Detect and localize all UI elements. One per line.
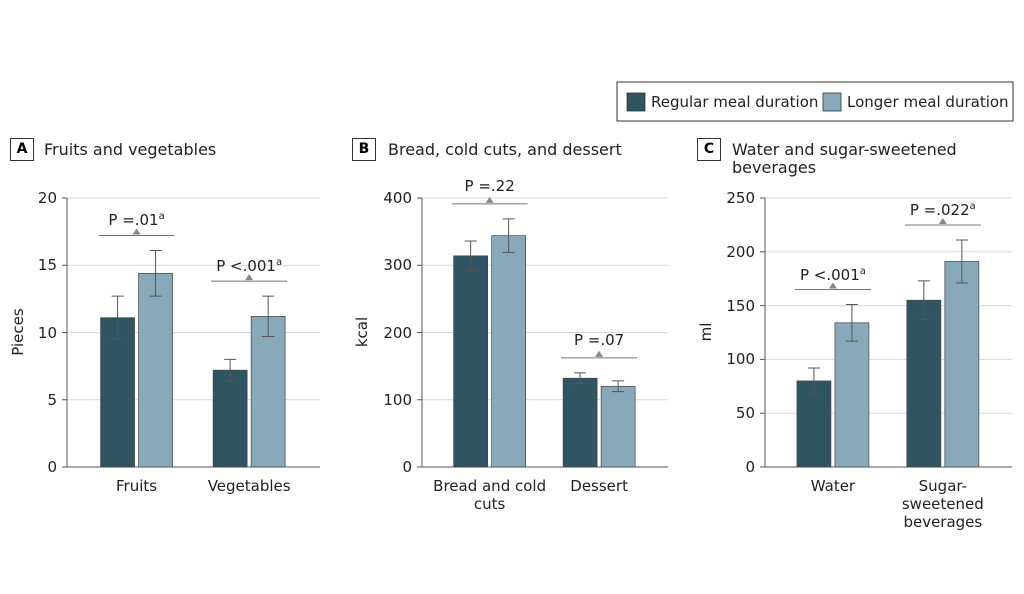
footnote-mark: a	[275, 257, 283, 269]
y-tick-label: 10	[37, 323, 57, 342]
y-tick-label: 400	[383, 189, 412, 207]
y-tick-label: 200	[726, 242, 755, 261]
legend-label: Regular meal duration	[651, 93, 819, 111]
legend-swatch	[822, 92, 842, 112]
error-bar	[149, 249, 162, 297]
annotation-marker	[938, 217, 947, 224]
bar	[600, 385, 636, 468]
bar	[100, 317, 135, 468]
annotation-marker	[245, 274, 254, 281]
y-tick-label: 100	[383, 390, 412, 409]
bar	[906, 299, 942, 468]
annotation-marker	[828, 282, 837, 289]
y-tick-label: 250	[726, 189, 755, 207]
bar	[944, 261, 980, 468]
p-value: P =.07	[573, 330, 625, 349]
panel-label: B	[352, 138, 376, 161]
legend-box	[616, 81, 1014, 122]
x-tick-label: Sugar-sweetened beverages	[901, 477, 984, 531]
panel-label: A	[10, 138, 34, 161]
error-bar	[262, 295, 275, 338]
x-tick-label: Dessert	[570, 477, 628, 495]
y-tick-label: 0	[745, 458, 755, 476]
bar	[796, 380, 832, 468]
annotation: P =.01a	[77, 208, 197, 229]
p-value: P =.022	[909, 200, 970, 219]
y-tick-label: 150	[726, 296, 755, 315]
error-bar	[845, 304, 858, 342]
panel-title: Fruits and vegetables	[44, 140, 217, 159]
y-tick-label: 50	[735, 404, 755, 423]
error-bar	[574, 372, 587, 385]
error-bar	[502, 218, 515, 253]
p-value: P =.22	[464, 176, 515, 195]
bar	[562, 377, 598, 468]
error-bar	[917, 280, 930, 321]
p-value: P =.01	[108, 211, 159, 230]
x-tick-label: Vegetables	[207, 477, 291, 495]
panel-title: Bread, cold cuts, and dessert	[388, 140, 622, 159]
bar	[834, 322, 870, 468]
y-tick-label: 20	[37, 189, 57, 207]
annotation: P <.001a	[189, 254, 309, 275]
annotation-marker	[595, 350, 604, 357]
error-bar	[224, 358, 237, 382]
annotation-marker	[485, 196, 494, 203]
x-tick-label: Fruits	[116, 477, 158, 495]
panel-title: Water and sugar-sweetened beverages	[732, 140, 957, 177]
x-tick-label: Bread and cold cuts	[433, 477, 547, 513]
x-tick-label: Water	[810, 477, 856, 495]
footnote-mark: a	[969, 200, 976, 212]
bar	[138, 272, 173, 468]
bar	[453, 255, 488, 468]
legend-swatch	[626, 92, 646, 112]
annotation: P <.001a	[773, 263, 893, 284]
annotation: P =.22	[430, 177, 550, 195]
p-value: P <.001	[216, 257, 276, 276]
error-bar	[612, 380, 625, 393]
bar	[212, 369, 248, 468]
annotation: P =.07	[539, 331, 659, 349]
error-bar	[807, 367, 820, 395]
annotation: P =.022a	[883, 198, 1003, 219]
legend-label: Longer meal duration	[847, 93, 1009, 111]
y-tick-label: 100	[726, 350, 755, 369]
error-bar	[464, 240, 477, 272]
y-tick-label: 300	[383, 256, 412, 275]
y-tick-label: 0	[402, 458, 412, 476]
bar	[491, 235, 526, 468]
footnote-mark: a	[859, 265, 866, 277]
error-bar	[111, 295, 124, 340]
y-tick-label: 0	[47, 458, 57, 476]
error-bar	[955, 239, 968, 284]
y-tick-label: 15	[37, 256, 57, 275]
y-tick-label: 5	[47, 390, 57, 409]
bar	[250, 316, 286, 468]
annotation-marker	[132, 228, 141, 235]
panel-label: C	[697, 138, 721, 161]
p-value: P <.001	[799, 265, 860, 284]
y-tick-label: 200	[383, 323, 412, 342]
footnote-mark: a	[158, 211, 165, 223]
